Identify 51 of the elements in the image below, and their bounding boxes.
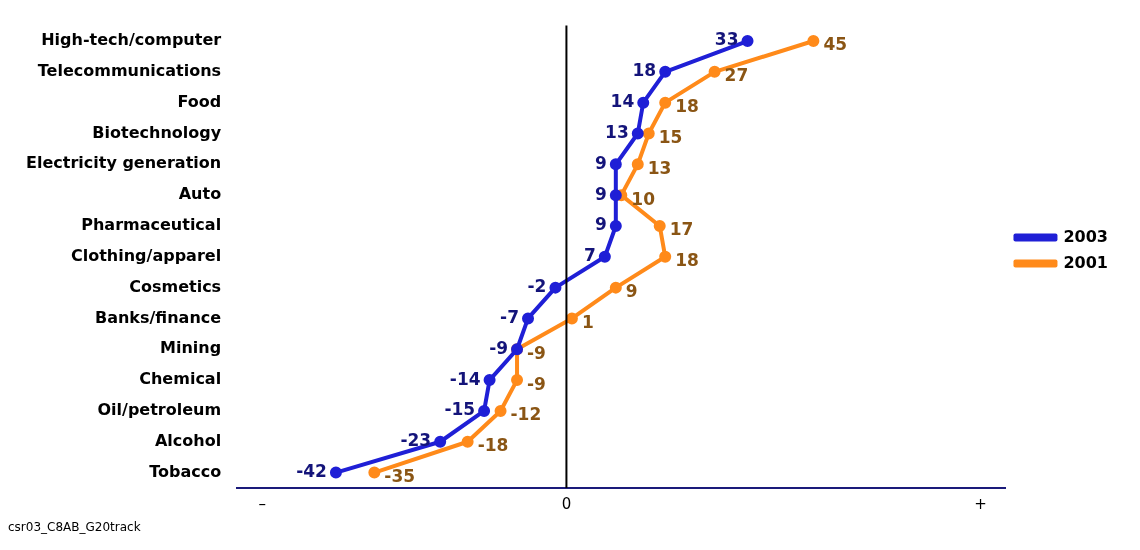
data-label: 18 <box>675 96 699 117</box>
data-label: 17 <box>669 219 694 240</box>
data-label: 18 <box>632 60 657 81</box>
data-label: 13 <box>605 121 629 142</box>
data-label: -9 <box>527 342 546 363</box>
data-label: 15 <box>658 126 683 147</box>
legend-label: 2003 <box>1063 226 1108 246</box>
data-label: 10 <box>631 188 656 209</box>
data-label: 9 <box>594 214 607 235</box>
y-tick-label: Banks/finance <box>94 307 222 327</box>
data-label: -7 <box>500 306 520 327</box>
data-label: 13 <box>647 157 672 178</box>
y-tick-label: Clothing/apparel <box>70 245 222 265</box>
y-tick-label: Auto <box>178 184 222 204</box>
data-label: -35 <box>384 466 416 487</box>
y-tick-label: Telecommunications <box>37 61 222 80</box>
y-tick-label: Tobacco <box>149 461 222 481</box>
y-tick-label: Chemical <box>139 369 222 389</box>
y-tick-label: Mining <box>160 338 222 358</box>
data-label: 27 <box>724 65 749 86</box>
text: – <box>258 495 266 514</box>
data-label: -42 <box>296 461 327 482</box>
data-label: -9 <box>527 373 546 394</box>
data-label: -12 <box>510 404 542 425</box>
y-tick-label: Food <box>177 91 222 111</box>
data-label: 9 <box>594 183 607 204</box>
y-tick-label: Alcohol <box>154 430 222 450</box>
data-label: 7 <box>584 245 596 266</box>
y-tick-label: Cosmetics <box>129 276 222 296</box>
y-tick-label: High-tech/computer <box>41 30 222 50</box>
data-label: 18 <box>675 250 699 271</box>
text: 0 <box>561 495 572 514</box>
data-label: 14 <box>610 91 635 112</box>
data-label: 45 <box>823 34 848 55</box>
data-label: -14 <box>449 368 481 389</box>
data-label: 9 <box>625 281 638 302</box>
data-label: -15 <box>444 399 476 420</box>
data-label: -2 <box>527 276 547 297</box>
data-label: -18 <box>477 435 509 456</box>
y-tick-label: Electricity generation <box>26 153 222 173</box>
data-label: 33 <box>714 29 739 50</box>
data-label: -9 <box>489 337 509 358</box>
data-label: 1 <box>581 311 594 332</box>
text: + <box>974 495 987 514</box>
legend-label: 2001 <box>1063 252 1108 272</box>
text: csr03_C8AB_G20track <box>8 520 141 534</box>
y-tick-label: Oil/petroleum <box>97 400 222 420</box>
data-label: -23 <box>400 430 432 451</box>
data-label: 9 <box>594 152 607 173</box>
y-tick-label: Biotechnology <box>92 122 222 142</box>
y-tick-label: Pharmaceutical <box>81 215 222 235</box>
